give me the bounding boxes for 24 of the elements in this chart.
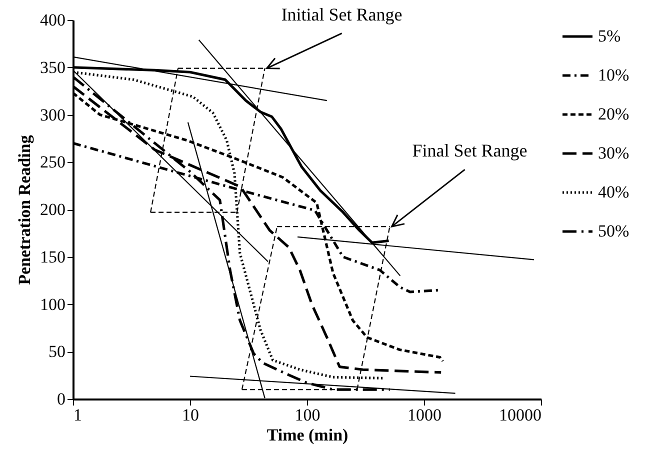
- y-tick-label: 0: [57, 390, 66, 408]
- y-tick-label: 250: [40, 152, 66, 172]
- y-tick-label: 400: [40, 10, 66, 30]
- x-tick-label: 10: [182, 406, 199, 424]
- y-tick-label: 50: [48, 342, 66, 362]
- legend-label: 5%: [598, 26, 621, 46]
- y-tick-label: 300: [40, 105, 66, 124]
- x-tick-label: 1000: [408, 406, 442, 424]
- legend-label: 50%: [598, 222, 630, 240]
- legend-label: 10%: [598, 66, 630, 84]
- y-tick-label: 150: [40, 247, 66, 266]
- y-tick-label: 200: [40, 200, 66, 219]
- x-tick-label: 1: [74, 406, 82, 424]
- legend-label: 30%: [598, 144, 630, 162]
- annotation: Initial Set Range: [281, 4, 402, 24]
- y-tick-label: 100: [40, 294, 66, 314]
- legend-label: 20%: [598, 104, 630, 124]
- y-tick-label: 350: [40, 58, 66, 77]
- y-axis-title: Penetration Reading: [15, 134, 34, 285]
- x-tick-label: 10000: [499, 406, 542, 424]
- annotation: Final Set Range: [412, 140, 528, 161]
- x-tick-label: 100: [294, 406, 320, 424]
- legend-label: 40%: [598, 182, 630, 202]
- x-axis-title: Time (min): [266, 426, 348, 444]
